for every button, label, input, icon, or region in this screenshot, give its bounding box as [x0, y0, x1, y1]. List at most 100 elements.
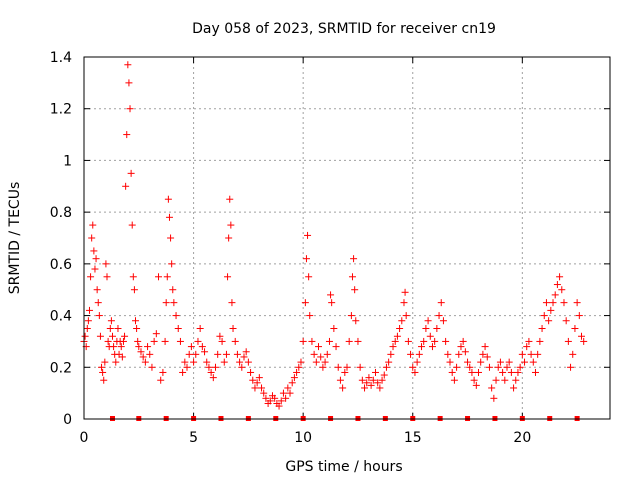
data-point — [494, 363, 502, 371]
data-point — [433, 325, 441, 332]
data-point — [367, 381, 375, 389]
data-point — [220, 358, 228, 366]
data-point — [352, 317, 360, 325]
data-point — [306, 312, 314, 320]
data-point — [297, 358, 305, 366]
data-point — [123, 131, 131, 139]
data-point — [253, 379, 261, 387]
y-tick-label: 1.4 — [50, 50, 72, 66]
data-point — [174, 325, 182, 332]
data-point — [212, 363, 219, 371]
data-point — [439, 317, 447, 325]
data-point — [444, 350, 452, 358]
data-point — [479, 350, 487, 358]
data-point — [148, 363, 156, 371]
data-point — [496, 358, 504, 366]
data-point — [453, 363, 461, 371]
data-point — [226, 195, 234, 203]
data-point — [580, 337, 588, 345]
y-axis-label: SRMTID / TECUs — [7, 182, 23, 295]
data-point — [461, 348, 469, 356]
data-point — [575, 312, 583, 320]
data-point — [150, 337, 158, 345]
x-tick-label: 10 — [294, 430, 312, 446]
data-point — [236, 358, 244, 366]
data-point — [420, 337, 428, 345]
data-point — [323, 350, 331, 358]
data-point — [350, 255, 358, 263]
data-point — [330, 325, 338, 332]
data-point — [455, 350, 463, 358]
data-point — [527, 350, 535, 358]
data-point — [187, 343, 195, 351]
data-point — [569, 350, 577, 358]
data-point — [101, 358, 109, 366]
data-point — [536, 337, 544, 345]
data-point — [556, 273, 564, 281]
data-point — [176, 337, 184, 345]
chart-title: Day 058 of 2023, SRMTID for receiver cn1… — [192, 21, 496, 37]
data-point — [380, 371, 388, 379]
data-point — [247, 368, 255, 376]
y-tick-label: 0.4 — [50, 309, 72, 325]
data-point — [238, 363, 246, 371]
data-point — [128, 221, 136, 229]
data-point — [205, 363, 213, 371]
y-tick-label: 0 — [63, 412, 72, 428]
data-point — [488, 384, 496, 392]
data-point — [411, 368, 419, 376]
data-point — [165, 213, 173, 221]
data-point — [163, 273, 171, 281]
data-point — [284, 384, 292, 392]
data-point — [510, 384, 518, 392]
data-point — [431, 337, 439, 345]
data-point — [540, 312, 548, 320]
data-point — [99, 368, 107, 376]
data-point — [108, 332, 116, 340]
data-point — [279, 389, 287, 397]
data-point — [107, 317, 115, 325]
data-point — [162, 299, 170, 307]
data-point — [402, 312, 410, 320]
data-point — [446, 358, 454, 366]
data-point — [277, 397, 285, 405]
data-point — [351, 286, 359, 294]
data-point — [334, 363, 342, 371]
data-point — [258, 384, 266, 392]
data-point — [363, 379, 371, 387]
data-point — [321, 358, 329, 366]
data-point — [470, 376, 478, 384]
data-point — [531, 368, 539, 376]
y-tick-label: 0.2 — [50, 360, 72, 376]
data-point — [369, 376, 377, 384]
data-point — [358, 376, 366, 384]
data-point — [472, 381, 480, 389]
data-point — [293, 368, 301, 376]
data-point — [435, 312, 443, 320]
data-point — [422, 325, 430, 332]
data-point — [172, 312, 180, 320]
data-point — [203, 358, 211, 366]
data-point — [525, 337, 533, 345]
data-point — [450, 376, 458, 384]
data-point — [560, 299, 568, 307]
data-point — [209, 374, 217, 382]
data-point — [464, 358, 472, 366]
data-point — [310, 350, 318, 358]
data-point — [374, 379, 382, 387]
data-point — [119, 337, 127, 345]
data-point — [378, 376, 386, 384]
data-point — [134, 337, 142, 345]
data-point — [393, 332, 401, 340]
data-point — [124, 61, 132, 69]
data-point — [295, 363, 303, 371]
data-point — [514, 368, 522, 376]
data-point — [304, 231, 312, 239]
y-tick-label: 1.2 — [50, 102, 72, 118]
data-point — [170, 299, 178, 307]
data-point — [376, 384, 384, 392]
data-point — [144, 343, 152, 351]
data-point — [271, 394, 279, 402]
data-point — [578, 332, 586, 340]
